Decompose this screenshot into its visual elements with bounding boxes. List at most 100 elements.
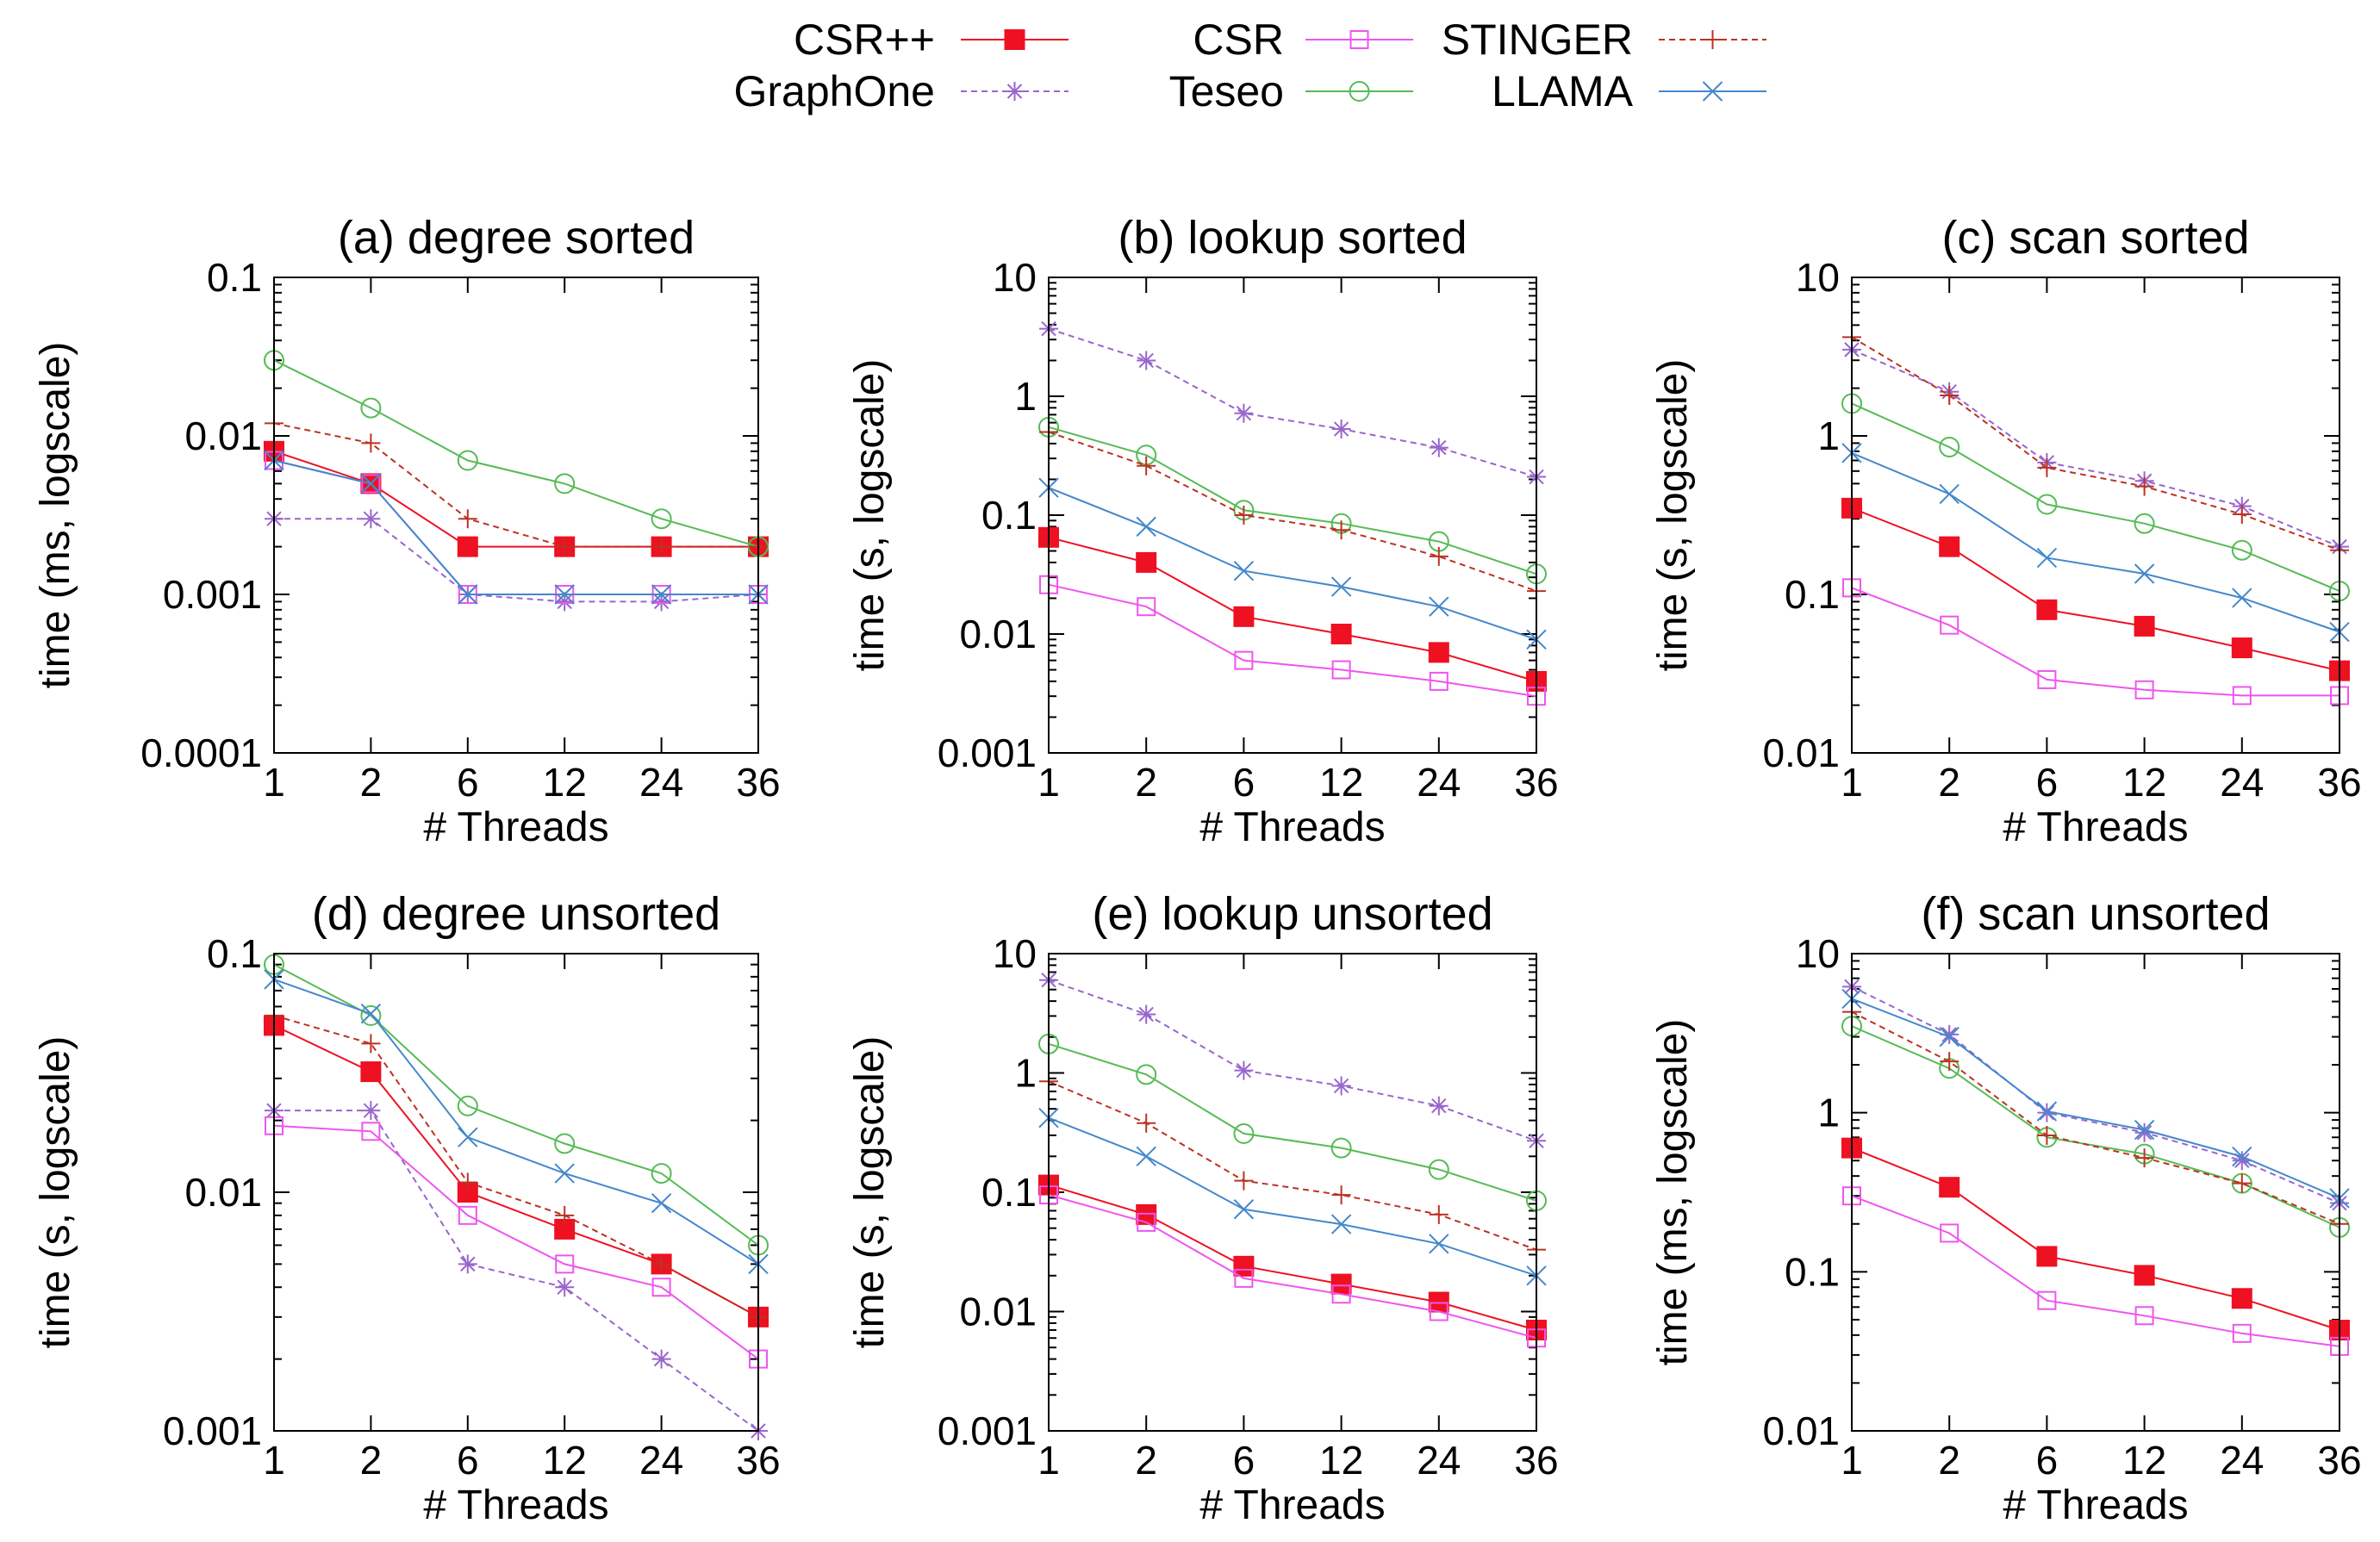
data-point-csr: [361, 1122, 381, 1141]
legend-marker-csr: [1349, 30, 1369, 49]
data-point-teseo: [2231, 539, 2252, 561]
data-point-graphone: [651, 592, 671, 612]
series-line-csr: [1851, 587, 2340, 697]
data-point-csr: [361, 474, 381, 494]
data-point-csr: [1940, 615, 1959, 635]
legend-marker-stinger: [1703, 30, 1723, 49]
data-point-llama: [458, 584, 478, 605]
x-tick-label: 12: [2122, 760, 2166, 805]
x-axis-label: # Threads: [2003, 805, 2188, 850]
series-line-teseo: [273, 963, 759, 1247]
x-tick-label: 2: [1135, 760, 1157, 805]
data-point-llama: [1939, 483, 1959, 505]
data-point-csrplusplus: [2134, 1265, 2155, 1286]
series-line-csrplusplus: [1048, 536, 1537, 682]
data-point-llama: [360, 1004, 382, 1024]
plot-frame: [1851, 277, 2340, 754]
x-tick-label: 36: [1514, 760, 1558, 805]
y-tick-label: 0.01: [959, 612, 1037, 656]
x-tick-label: 1: [263, 760, 285, 805]
data-point-stinger: [2134, 1148, 2154, 1168]
panel-title: (f) scan unsorted: [1921, 888, 2270, 940]
series-line-csr: [1048, 1194, 1537, 1340]
data-point-graphone: [1940, 1024, 1959, 1044]
series-line-csr: [1851, 1195, 2340, 1347]
series-graphone: [1842, 339, 2349, 556]
x-tick-label: 2: [360, 760, 383, 805]
data-point-teseo: [360, 397, 382, 419]
x-tick-label: 6: [1233, 1438, 1255, 1483]
x-tick-label: 6: [2036, 1438, 2059, 1483]
data-point-stinger: [1331, 1185, 1351, 1205]
series-line-graphone: [274, 518, 759, 603]
data-point-csrplusplus: [2231, 637, 2252, 659]
data-point-teseo: [457, 450, 478, 471]
data-point-csrplusplus: [457, 536, 478, 557]
y-tick-label: 10: [1796, 255, 1840, 300]
data-point-stinger: [361, 1034, 381, 1054]
data-point-stinger: [555, 537, 575, 556]
data-point-llama: [1330, 576, 1352, 597]
x-tick-label: 36: [2317, 760, 2361, 805]
y-axis-label: time (ms, logscale): [1650, 1019, 1696, 1366]
data-point-teseo: [457, 1095, 478, 1116]
data-point-llama: [2036, 547, 2058, 569]
data-point-graphone: [555, 592, 575, 612]
data-point-csrplusplus: [2036, 1246, 2058, 1267]
series-csrplusplus: [264, 1015, 769, 1327]
series-line-csr: [273, 459, 758, 595]
x-tick-label: 36: [2317, 1438, 2361, 1483]
data-point-graphone: [2037, 1103, 2057, 1122]
data-point-llama: [651, 584, 672, 605]
series-line-teseo: [1851, 402, 2340, 593]
legend-label-teseo: Teseo: [1169, 67, 1284, 115]
data-point-csrplusplus: [1330, 1273, 1352, 1295]
y-axis-label: time (s, logscale): [847, 1036, 893, 1349]
x-tick-label: 36: [736, 760, 780, 805]
data-point-csr: [2232, 686, 2252, 706]
data-point-llama: [2232, 1146, 2252, 1167]
series-line-csr: [273, 1124, 759, 1360]
data-point-llama: [1939, 1026, 1959, 1048]
series-line-csrplusplus: [1851, 1147, 2340, 1331]
series-stinger: [1039, 1072, 1546, 1259]
data-point-csrplusplus: [1939, 536, 1960, 557]
x-tick-label: 24: [1417, 760, 1461, 805]
x-tick-label: 1: [1841, 1438, 1863, 1483]
x-tick-label: 6: [457, 1438, 479, 1483]
series-graphone: [1842, 977, 2349, 1213]
series-line-csr: [1048, 583, 1537, 698]
data-point-llama: [1330, 1214, 1352, 1234]
panel-title: (c) scan sorted: [1941, 212, 2249, 264]
x-tick-label: 24: [2220, 760, 2264, 805]
series-llama: [1038, 1107, 1547, 1286]
data-point-stinger: [1940, 386, 1959, 406]
data-point-teseo: [360, 1004, 382, 1026]
x-tick-label: 12: [1319, 760, 1363, 805]
y-axis-label: time (s, logscale): [1650, 359, 1696, 672]
legend-label-csr: CSR: [1193, 16, 1284, 64]
data-point-stinger: [651, 1254, 671, 1274]
x-tick-label: 6: [2036, 760, 2059, 805]
series-teseo: [264, 350, 769, 557]
panel-title: (d) degree unsorted: [312, 888, 720, 940]
data-point-llama: [651, 1192, 672, 1214]
y-tick-label: 0.001: [163, 572, 262, 617]
data-point-llama: [2134, 563, 2155, 584]
series-csrplusplus: [1841, 497, 2350, 681]
y-tick-label: 1: [1014, 1051, 1037, 1096]
data-point-graphone: [361, 509, 381, 529]
x-tick-label: 12: [2122, 1438, 2166, 1483]
y-tick-label: 0.1: [207, 255, 262, 300]
series-line-teseo: [273, 359, 759, 548]
series-stinger: [1842, 1002, 2349, 1234]
data-point-llama: [554, 1163, 575, 1184]
data-point-llama: [2134, 1119, 2155, 1141]
data-point-csr: [651, 1278, 671, 1297]
y-tick-label: 0.01: [1762, 1408, 1840, 1453]
series-line-llama: [273, 459, 758, 595]
data-point-graphone: [1429, 438, 1449, 457]
series-line-graphone: [1851, 986, 2340, 1204]
